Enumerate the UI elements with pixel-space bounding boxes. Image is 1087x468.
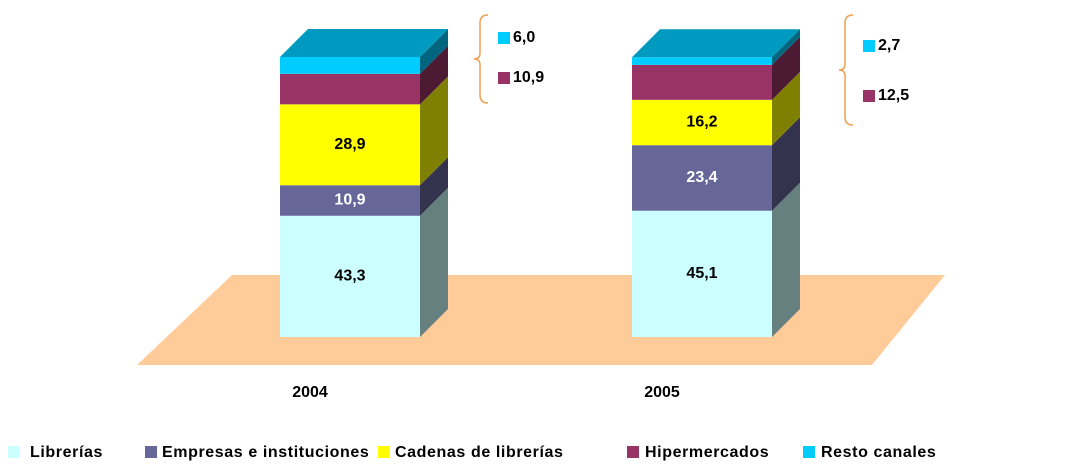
legend-swatch	[145, 446, 157, 458]
bar-side	[420, 76, 448, 186]
x-tick-label: 2004	[292, 384, 328, 401]
bar	[632, 99, 772, 146]
bar	[280, 185, 420, 216]
bar-top	[632, 29, 800, 58]
floor	[137, 275, 945, 365]
legend-label: Librerías	[30, 444, 103, 461]
bar-top	[280, 29, 448, 57]
bar	[632, 57, 772, 65]
value-label: 23,4	[686, 169, 717, 186]
value-label: 12,5	[878, 87, 909, 104]
value-label-swatch	[863, 40, 875, 52]
value-label: 10,9	[334, 192, 365, 209]
bar-side	[772, 182, 800, 337]
value-label: 43,3	[334, 268, 365, 285]
value-label: 6,0	[513, 29, 535, 46]
legend-swatch	[803, 446, 815, 458]
legend-label: Empresas e instituciones	[162, 444, 369, 461]
bar	[280, 57, 420, 74]
bar-side	[420, 157, 448, 216]
bar	[280, 73, 420, 105]
bar-side	[772, 36, 800, 100]
value-label: 16,2	[686, 114, 717, 131]
bar	[280, 215, 420, 337]
x-tick-label: 2005	[644, 384, 680, 401]
legend-swatch	[8, 446, 20, 458]
bar-side	[772, 29, 800, 65]
legend-swatch	[378, 446, 390, 458]
legend-label: Cadenas de librerías	[395, 444, 564, 461]
brace	[473, 14, 489, 104]
value-label: 45,1	[686, 265, 717, 282]
value-label-swatch	[498, 32, 510, 44]
bar	[632, 210, 772, 337]
legend-swatch	[627, 446, 639, 458]
bar-side	[772, 71, 800, 146]
value-label: 10,9	[513, 69, 544, 86]
bar-side	[420, 187, 448, 337]
bar-side	[420, 45, 448, 105]
bar-side	[420, 29, 448, 74]
value-label-swatch	[863, 90, 875, 102]
legend-label: Hipermercados	[645, 444, 769, 461]
brace	[838, 14, 854, 126]
bar	[632, 145, 772, 211]
value-label: 28,9	[334, 136, 365, 153]
bar	[280, 104, 420, 186]
legend-label: Resto canales	[821, 444, 936, 461]
bar	[632, 64, 772, 100]
bar-side	[772, 117, 800, 211]
value-label: 2,7	[878, 37, 900, 54]
value-label-swatch	[498, 72, 510, 84]
